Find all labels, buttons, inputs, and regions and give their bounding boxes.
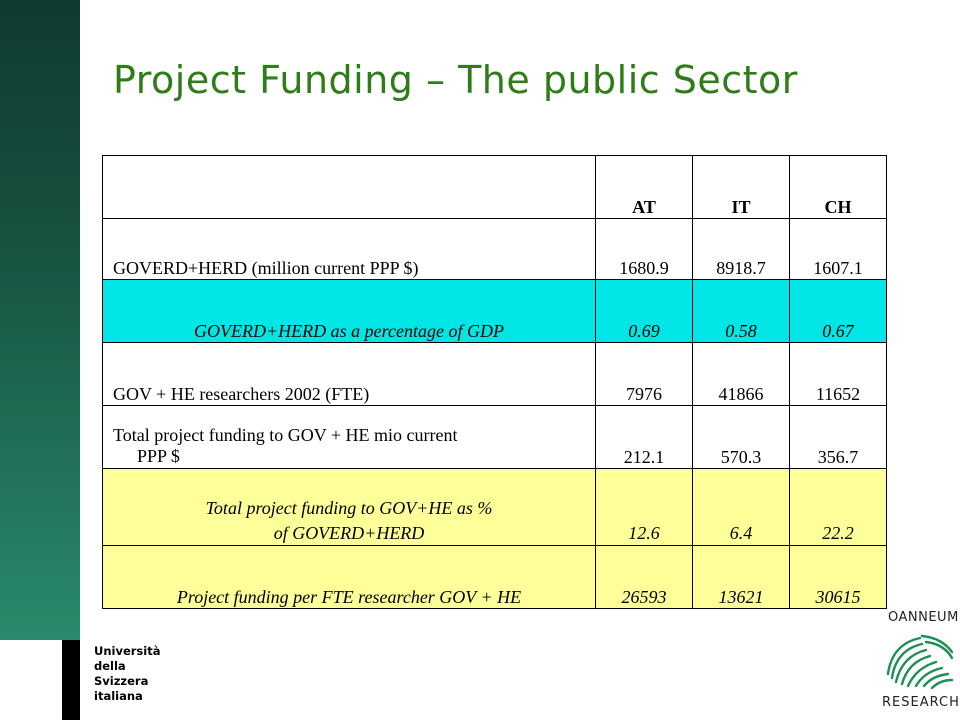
usi-logo: Università della Svizzera italiana bbox=[62, 640, 174, 720]
row-label-line2: of GOVERD+HERD bbox=[273, 522, 425, 543]
value-cell: 356.7 bbox=[789, 405, 887, 469]
header-cell-it: IT bbox=[692, 155, 790, 219]
table-row-highlighted: Total project funding to GOV+HE as % of … bbox=[102, 468, 887, 546]
table-header-row: AT IT CH bbox=[102, 155, 887, 219]
value-cell: 570.3 bbox=[692, 405, 790, 469]
row-label: GOVERD+HERD as a percentage of GDP bbox=[102, 279, 596, 343]
row-label: Project funding per FTE researcher GOV +… bbox=[102, 545, 596, 609]
joanneum-logo-bottom-text: RESEARCH bbox=[882, 695, 960, 710]
funding-table: AT IT CH GOVERD+HERD (million current PP… bbox=[102, 155, 887, 609]
joanneum-swirl-icon bbox=[886, 634, 954, 690]
value-cell: 41866 bbox=[692, 342, 790, 406]
usi-line1: Università bbox=[94, 644, 161, 658]
value-cell: 11652 bbox=[789, 342, 887, 406]
row-label-line1: Total project funding to GOV+HE as % bbox=[205, 498, 493, 519]
table-row: GOVERD+HERD (million current PPP $) 1680… bbox=[102, 218, 887, 280]
header-cell-empty bbox=[102, 155, 596, 219]
header-cell-ch: CH bbox=[789, 155, 887, 219]
row-label: GOVERD+HERD (million current PPP $) bbox=[102, 218, 596, 280]
value-cell: 7976 bbox=[595, 342, 693, 406]
usi-line2: della bbox=[94, 659, 126, 673]
value-cell: 13621 bbox=[692, 545, 790, 609]
row-label: Total project funding to GOV+HE as % of … bbox=[102, 468, 596, 546]
usi-logo-text: Università della Svizzera italiana bbox=[94, 644, 160, 704]
usi-line3: Svizzera bbox=[94, 674, 149, 688]
joanneum-research-logo: OANNEUM RESEARCH bbox=[878, 600, 960, 720]
decorative-sidebar bbox=[0, 0, 80, 640]
usi-line4: italiana bbox=[94, 689, 143, 703]
value-cell: 30615 bbox=[789, 545, 887, 609]
joanneum-logo-top-text: OANNEUM bbox=[888, 610, 959, 625]
value-cell: 22.2 bbox=[789, 468, 887, 546]
row-label-line2: PPP $ bbox=[137, 446, 180, 467]
value-cell: 0.69 bbox=[595, 279, 693, 343]
row-label: GOV + HE researchers 2002 (FTE) bbox=[102, 342, 596, 406]
table-row-highlighted: Project funding per FTE researcher GOV +… bbox=[102, 545, 887, 609]
header-cell-at: AT bbox=[595, 155, 693, 219]
value-cell: 1680.9 bbox=[595, 218, 693, 280]
usi-logo-bar bbox=[62, 640, 80, 720]
value-cell: 1607.1 bbox=[789, 218, 887, 280]
row-label-line1: Total project funding to GOV + HE mio cu… bbox=[113, 424, 458, 445]
table-row: GOV + HE researchers 2002 (FTE) 7976 418… bbox=[102, 342, 887, 406]
table-row-highlighted: GOVERD+HERD as a percentage of GDP 0.69 … bbox=[102, 279, 887, 343]
value-cell: 26593 bbox=[595, 545, 693, 609]
table-row: Total project funding to GOV + HE mio cu… bbox=[102, 405, 887, 469]
row-label: Total project funding to GOV + HE mio cu… bbox=[102, 405, 596, 469]
value-cell: 6.4 bbox=[692, 468, 790, 546]
slide-title: Project Funding – The public Sector bbox=[113, 58, 798, 102]
value-cell: 0.67 bbox=[789, 279, 887, 343]
value-cell: 8918.7 bbox=[692, 218, 790, 280]
value-cell: 0.58 bbox=[692, 279, 790, 343]
value-cell: 212.1 bbox=[595, 405, 693, 469]
value-cell: 12.6 bbox=[595, 468, 693, 546]
